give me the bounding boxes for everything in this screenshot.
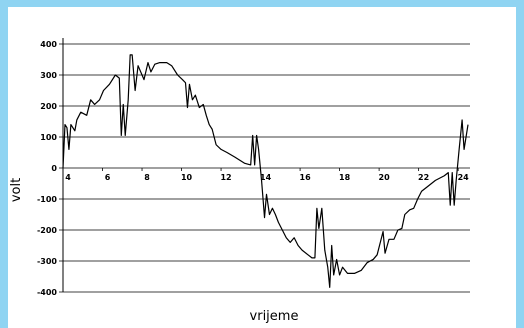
x-tick-label: 6: [105, 173, 111, 182]
x-tick-label: 4: [65, 173, 71, 182]
x-tick-label: 20: [379, 173, 391, 182]
y-tick-label: -400: [37, 288, 57, 297]
y-tick-label: 100: [40, 133, 57, 142]
y-tick-label: 200: [40, 102, 57, 111]
y-tick-label: 400: [40, 40, 57, 49]
x-axis-title: vrijeme: [250, 309, 299, 324]
y-tick-label: -100: [37, 195, 57, 204]
x-tick-label: 14: [260, 173, 272, 182]
plot-panel: [8, 7, 516, 328]
x-tick-label: 24: [458, 173, 470, 182]
y-tick-label: 300: [40, 71, 57, 80]
x-tick-label: 10: [181, 173, 193, 182]
x-tick-label: 16: [300, 173, 312, 182]
x-tick-label: 18: [339, 173, 351, 182]
y-tick-label: -300: [37, 257, 57, 266]
y-axis-title: volt: [9, 178, 24, 202]
y-tick-label: -200: [37, 226, 57, 235]
x-tick-label: 12: [220, 173, 231, 182]
x-tick-label: 22: [418, 173, 429, 182]
data-line: [62, 54, 469, 288]
y-tick-label: 0: [51, 164, 57, 173]
x-tick-label: 8: [144, 173, 150, 182]
